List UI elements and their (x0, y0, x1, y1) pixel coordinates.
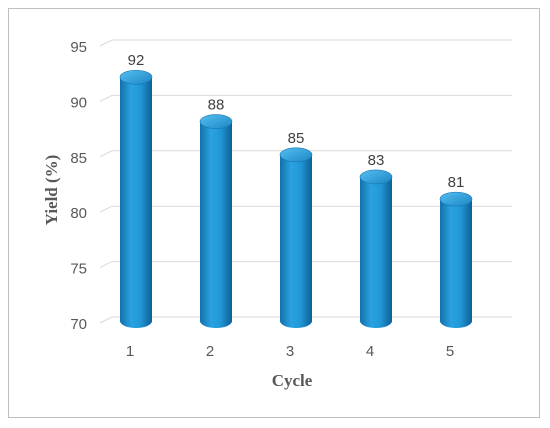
bar (359, 169, 393, 328)
x-tick-label: 5 (446, 343, 454, 360)
x-tick-label: 2 (206, 343, 214, 360)
y-axis-title: Yield (%) (42, 155, 61, 226)
bar-body (200, 121, 232, 328)
bar (199, 114, 233, 328)
data-label: 92 (128, 52, 145, 69)
bar-cap (279, 147, 313, 163)
bar-cap (359, 169, 393, 185)
y-tick-label: 90 (70, 94, 87, 111)
bar-cap (119, 69, 153, 85)
y-tick-label: 70 (70, 316, 87, 333)
bar-body (360, 176, 392, 328)
y-tick-label: 95 (70, 39, 87, 56)
bar (119, 69, 153, 329)
bar-series (119, 69, 473, 329)
bar-cap (199, 114, 233, 129)
gridline (99, 150, 512, 158)
data-label: 83 (368, 152, 385, 169)
x-axis-title: Cycle (272, 371, 313, 390)
bar-cap (439, 191, 473, 207)
y-tick-label: 80 (70, 205, 87, 222)
data-labels: 92 88 85 83 81 (128, 52, 465, 191)
x-axis-ticks: 1 2 3 4 5 (126, 343, 454, 360)
y-axis-ticks: 70 75 80 85 90 95 (70, 39, 87, 333)
data-label: 85 (288, 130, 305, 147)
bar-body (120, 77, 152, 329)
x-tick-label: 4 (366, 343, 374, 360)
y-tick-label: 75 (70, 261, 87, 278)
x-tick-label: 3 (286, 343, 294, 360)
data-label: 88 (208, 97, 225, 114)
bar-body (440, 199, 472, 328)
bar (279, 147, 313, 328)
x-tick-label: 1 (126, 343, 134, 360)
gridline (99, 39, 512, 47)
bar (439, 191, 473, 328)
gridline (99, 94, 512, 102)
data-label: 81 (448, 174, 465, 191)
y-tick-label: 85 (70, 150, 87, 167)
bar-body (280, 154, 312, 328)
